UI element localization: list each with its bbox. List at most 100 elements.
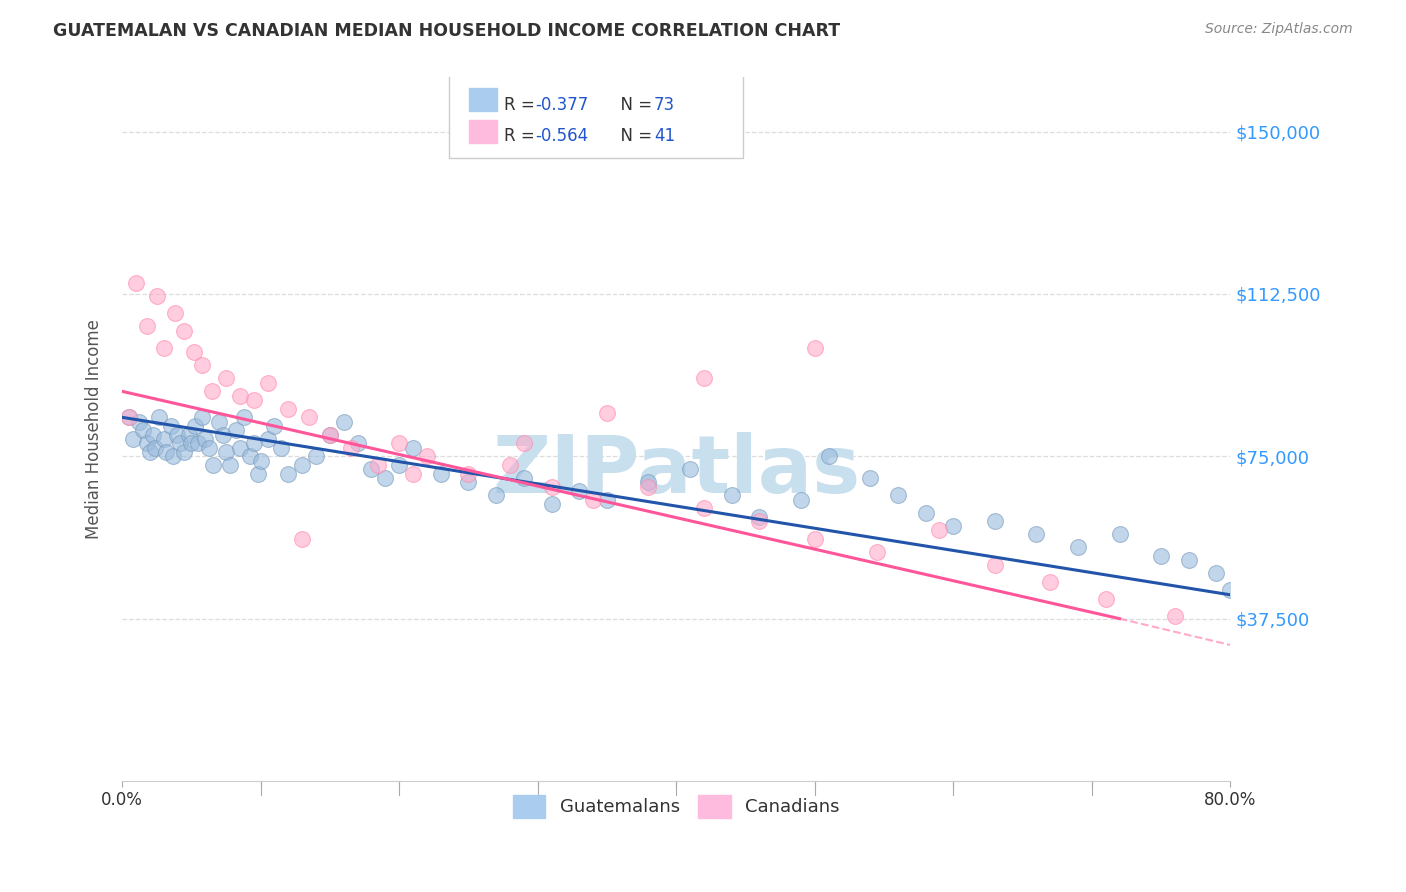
Point: [191, 359, 214, 373]
Point: [1108, 527, 1130, 541]
Point: [177, 427, 200, 442]
Point: [208, 415, 231, 429]
Point: [513, 436, 536, 450]
Point: [748, 509, 770, 524]
Point: [184, 419, 207, 434]
Point: [984, 558, 1007, 572]
Point: [1178, 553, 1201, 567]
FancyBboxPatch shape: [449, 74, 742, 159]
Point: [720, 488, 742, 502]
Point: [249, 453, 271, 467]
Point: [346, 436, 368, 450]
Point: [1164, 609, 1187, 624]
Point: [540, 479, 562, 493]
Point: [233, 410, 256, 425]
Y-axis label: Median Household Income: Median Household Income: [86, 319, 103, 539]
Point: [238, 450, 260, 464]
Point: [159, 419, 181, 434]
Point: [582, 492, 605, 507]
Legend: Guatemalans, Canadians: Guatemalans, Canadians: [506, 789, 846, 825]
Point: [984, 514, 1007, 528]
Point: [388, 458, 411, 472]
Point: [568, 483, 591, 498]
Text: R =: R =: [505, 95, 540, 114]
Point: [191, 410, 214, 425]
Text: N =: N =: [610, 127, 657, 145]
Point: [914, 506, 936, 520]
Point: [229, 389, 252, 403]
Point: [155, 445, 177, 459]
Point: [141, 427, 163, 442]
Point: [152, 341, 174, 355]
Point: [790, 492, 813, 507]
Point: [229, 441, 252, 455]
Point: [748, 514, 770, 528]
Point: [1205, 566, 1227, 581]
Point: [256, 432, 278, 446]
Point: [319, 427, 342, 442]
Point: [679, 462, 702, 476]
Text: N =: N =: [610, 95, 657, 114]
Point: [183, 345, 205, 359]
Point: [928, 523, 950, 537]
Point: [388, 436, 411, 450]
Point: [291, 458, 314, 472]
Point: [1094, 592, 1116, 607]
Point: [402, 467, 425, 481]
Text: Source: ZipAtlas.com: Source: ZipAtlas.com: [1205, 22, 1353, 37]
Point: [136, 319, 159, 334]
Point: [242, 392, 264, 407]
Point: [942, 518, 965, 533]
Point: [277, 401, 299, 416]
Point: [215, 445, 238, 459]
Point: [270, 441, 292, 455]
Point: [339, 441, 361, 455]
Text: -0.377: -0.377: [536, 95, 589, 114]
Point: [187, 436, 209, 450]
Point: [169, 436, 191, 450]
Point: [132, 423, 155, 437]
Point: [246, 467, 269, 481]
Point: [162, 450, 184, 464]
Point: [277, 467, 299, 481]
FancyBboxPatch shape: [470, 120, 496, 143]
Point: [693, 501, 716, 516]
Point: [332, 415, 354, 429]
Point: [637, 479, 659, 493]
Point: [118, 410, 141, 425]
Point: [194, 432, 217, 446]
Point: [803, 341, 825, 355]
Point: [319, 427, 342, 442]
Point: [148, 410, 170, 425]
Point: [416, 450, 439, 464]
Point: [360, 462, 382, 476]
Point: [122, 432, 145, 446]
Point: [163, 306, 186, 320]
Text: R =: R =: [505, 127, 540, 145]
Point: [859, 471, 882, 485]
Text: 73: 73: [654, 95, 675, 114]
Point: [125, 276, 148, 290]
Point: [152, 432, 174, 446]
Point: [173, 324, 195, 338]
FancyBboxPatch shape: [470, 88, 496, 111]
Point: [139, 445, 162, 459]
Point: [637, 475, 659, 490]
Point: [198, 441, 221, 455]
Text: GUATEMALAN VS CANADIAN MEDIAN HOUSEHOLD INCOME CORRELATION CHART: GUATEMALAN VS CANADIAN MEDIAN HOUSEHOLD …: [53, 22, 841, 40]
Point: [263, 419, 285, 434]
Point: [1067, 540, 1090, 554]
Point: [803, 532, 825, 546]
Point: [485, 488, 508, 502]
Point: [225, 423, 247, 437]
Point: [596, 492, 619, 507]
Text: 41: 41: [654, 127, 675, 145]
Point: [1025, 527, 1047, 541]
Point: [402, 441, 425, 455]
Point: [513, 471, 536, 485]
Point: [499, 458, 522, 472]
Point: [457, 467, 479, 481]
Point: [173, 445, 195, 459]
Point: [540, 497, 562, 511]
Point: [143, 441, 166, 455]
